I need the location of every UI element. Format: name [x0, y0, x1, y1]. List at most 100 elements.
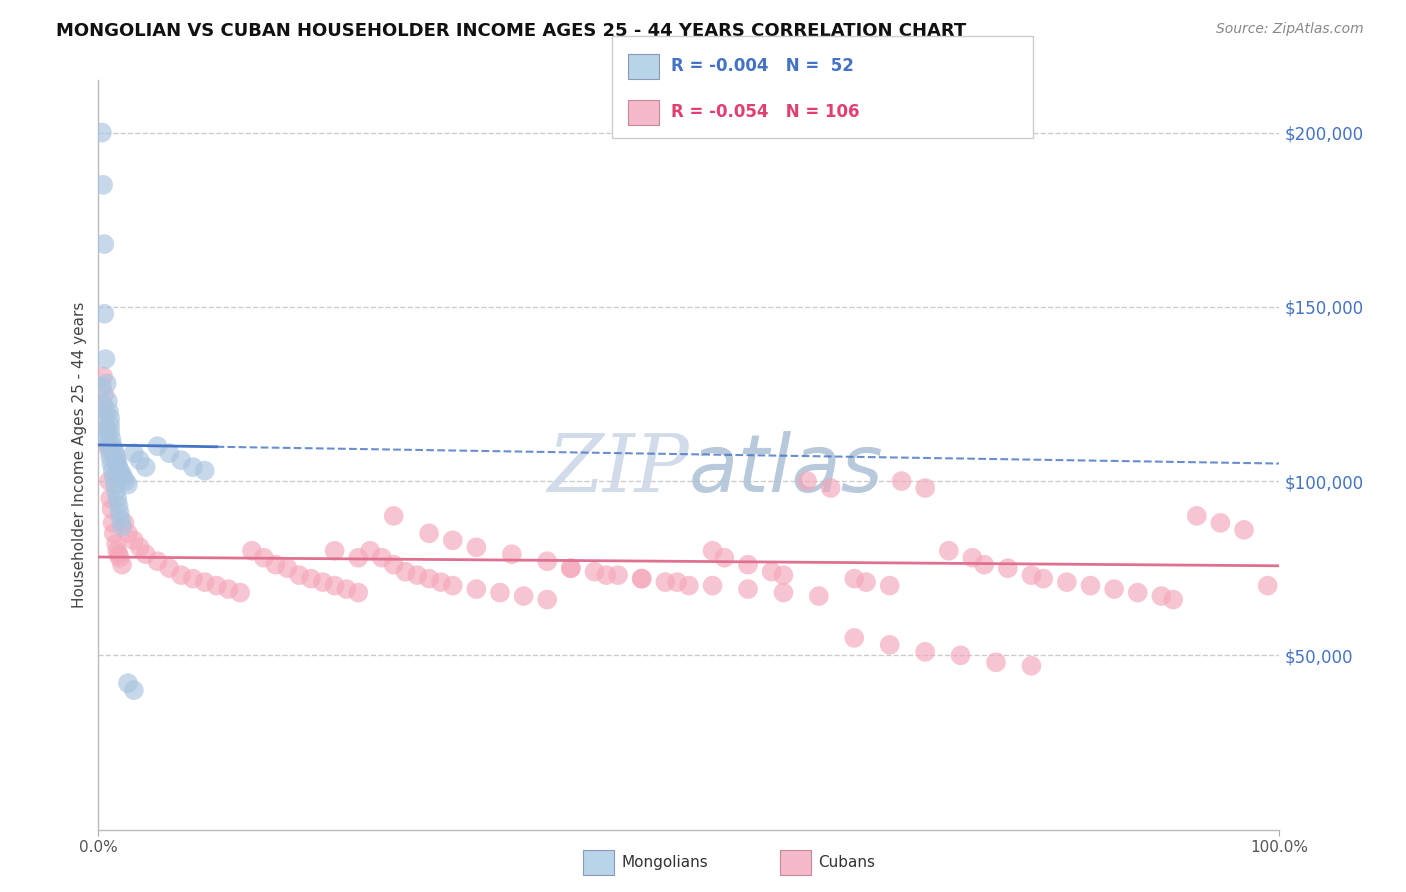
Point	[96, 429, 118, 443]
Point	[418, 526, 440, 541]
Point	[844, 572, 866, 586]
Point	[382, 508, 405, 523]
Point	[761, 565, 783, 579]
Point	[91, 397, 114, 411]
Point	[128, 541, 150, 555]
Point	[94, 422, 117, 436]
Point	[312, 575, 335, 590]
Point	[112, 470, 135, 484]
Point	[98, 411, 121, 425]
Point	[335, 582, 357, 596]
Point	[94, 404, 117, 418]
Point	[713, 550, 735, 565]
Point	[94, 352, 117, 367]
Point	[465, 541, 488, 555]
Point	[441, 533, 464, 548]
Point	[807, 589, 830, 603]
Point	[217, 582, 239, 596]
Point	[737, 582, 759, 596]
Point	[1185, 508, 1208, 523]
Point	[879, 579, 901, 593]
Point	[98, 418, 121, 433]
Point	[430, 575, 453, 590]
Point	[105, 453, 128, 467]
Point	[111, 558, 134, 572]
Point	[105, 484, 128, 499]
Point	[194, 464, 217, 478]
Point	[93, 307, 115, 321]
Text: Cubans: Cubans	[818, 855, 876, 870]
Point	[855, 575, 877, 590]
Point	[117, 526, 139, 541]
Point	[103, 470, 125, 484]
Point	[93, 411, 115, 425]
Point	[796, 474, 818, 488]
Point	[997, 561, 1019, 575]
Point	[1021, 568, 1043, 582]
Point	[949, 648, 972, 663]
Point	[654, 575, 676, 590]
Point	[630, 572, 652, 586]
Point	[962, 550, 984, 565]
Text: MONGOLIAN VS CUBAN HOUSEHOLDER INCOME AGES 25 - 44 YEARS CORRELATION CHART: MONGOLIAN VS CUBAN HOUSEHOLDER INCOME AG…	[56, 22, 966, 40]
Point	[105, 450, 128, 464]
Point	[359, 543, 381, 558]
Text: Source: ZipAtlas.com: Source: ZipAtlas.com	[1216, 22, 1364, 37]
Point	[105, 491, 128, 506]
Point	[772, 568, 794, 582]
Point	[122, 683, 145, 698]
Point	[135, 460, 157, 475]
Point	[347, 550, 370, 565]
Point	[91, 178, 114, 192]
Point	[105, 543, 128, 558]
Text: R = -0.004   N =  52: R = -0.004 N = 52	[671, 57, 853, 75]
Point	[323, 579, 346, 593]
Point	[890, 474, 912, 488]
Point	[97, 393, 120, 408]
Point	[117, 676, 139, 690]
Point	[111, 467, 134, 481]
Point	[371, 550, 394, 565]
Point	[91, 126, 114, 140]
Point	[253, 550, 276, 565]
Point	[465, 582, 488, 596]
Point	[108, 505, 131, 519]
Point	[181, 572, 204, 586]
Point	[536, 554, 558, 568]
Point	[1209, 516, 1232, 530]
Point	[914, 645, 936, 659]
Point	[97, 439, 120, 453]
Point	[107, 499, 129, 513]
Point	[299, 572, 322, 586]
Point	[110, 512, 132, 526]
Point	[820, 481, 842, 495]
Point	[103, 442, 125, 457]
Point	[879, 638, 901, 652]
Point	[501, 547, 523, 561]
Point	[100, 502, 122, 516]
Point	[560, 561, 582, 575]
Point	[595, 568, 617, 582]
Point	[117, 477, 139, 491]
Point	[170, 453, 193, 467]
Point	[100, 432, 122, 446]
Point	[104, 477, 127, 491]
Point	[382, 558, 405, 572]
Point	[1056, 575, 1078, 590]
Point	[91, 369, 114, 384]
Point	[101, 464, 124, 478]
Point	[111, 519, 134, 533]
Point	[772, 585, 794, 599]
Point	[100, 457, 122, 471]
Point	[1161, 592, 1184, 607]
Point	[938, 543, 960, 558]
Point	[122, 446, 145, 460]
Point	[128, 453, 150, 467]
Point	[93, 237, 115, 252]
Point	[157, 561, 180, 575]
Point	[229, 585, 252, 599]
Point	[205, 579, 228, 593]
Text: Mongolians: Mongolians	[621, 855, 709, 870]
Point	[583, 565, 606, 579]
Point	[666, 575, 689, 590]
